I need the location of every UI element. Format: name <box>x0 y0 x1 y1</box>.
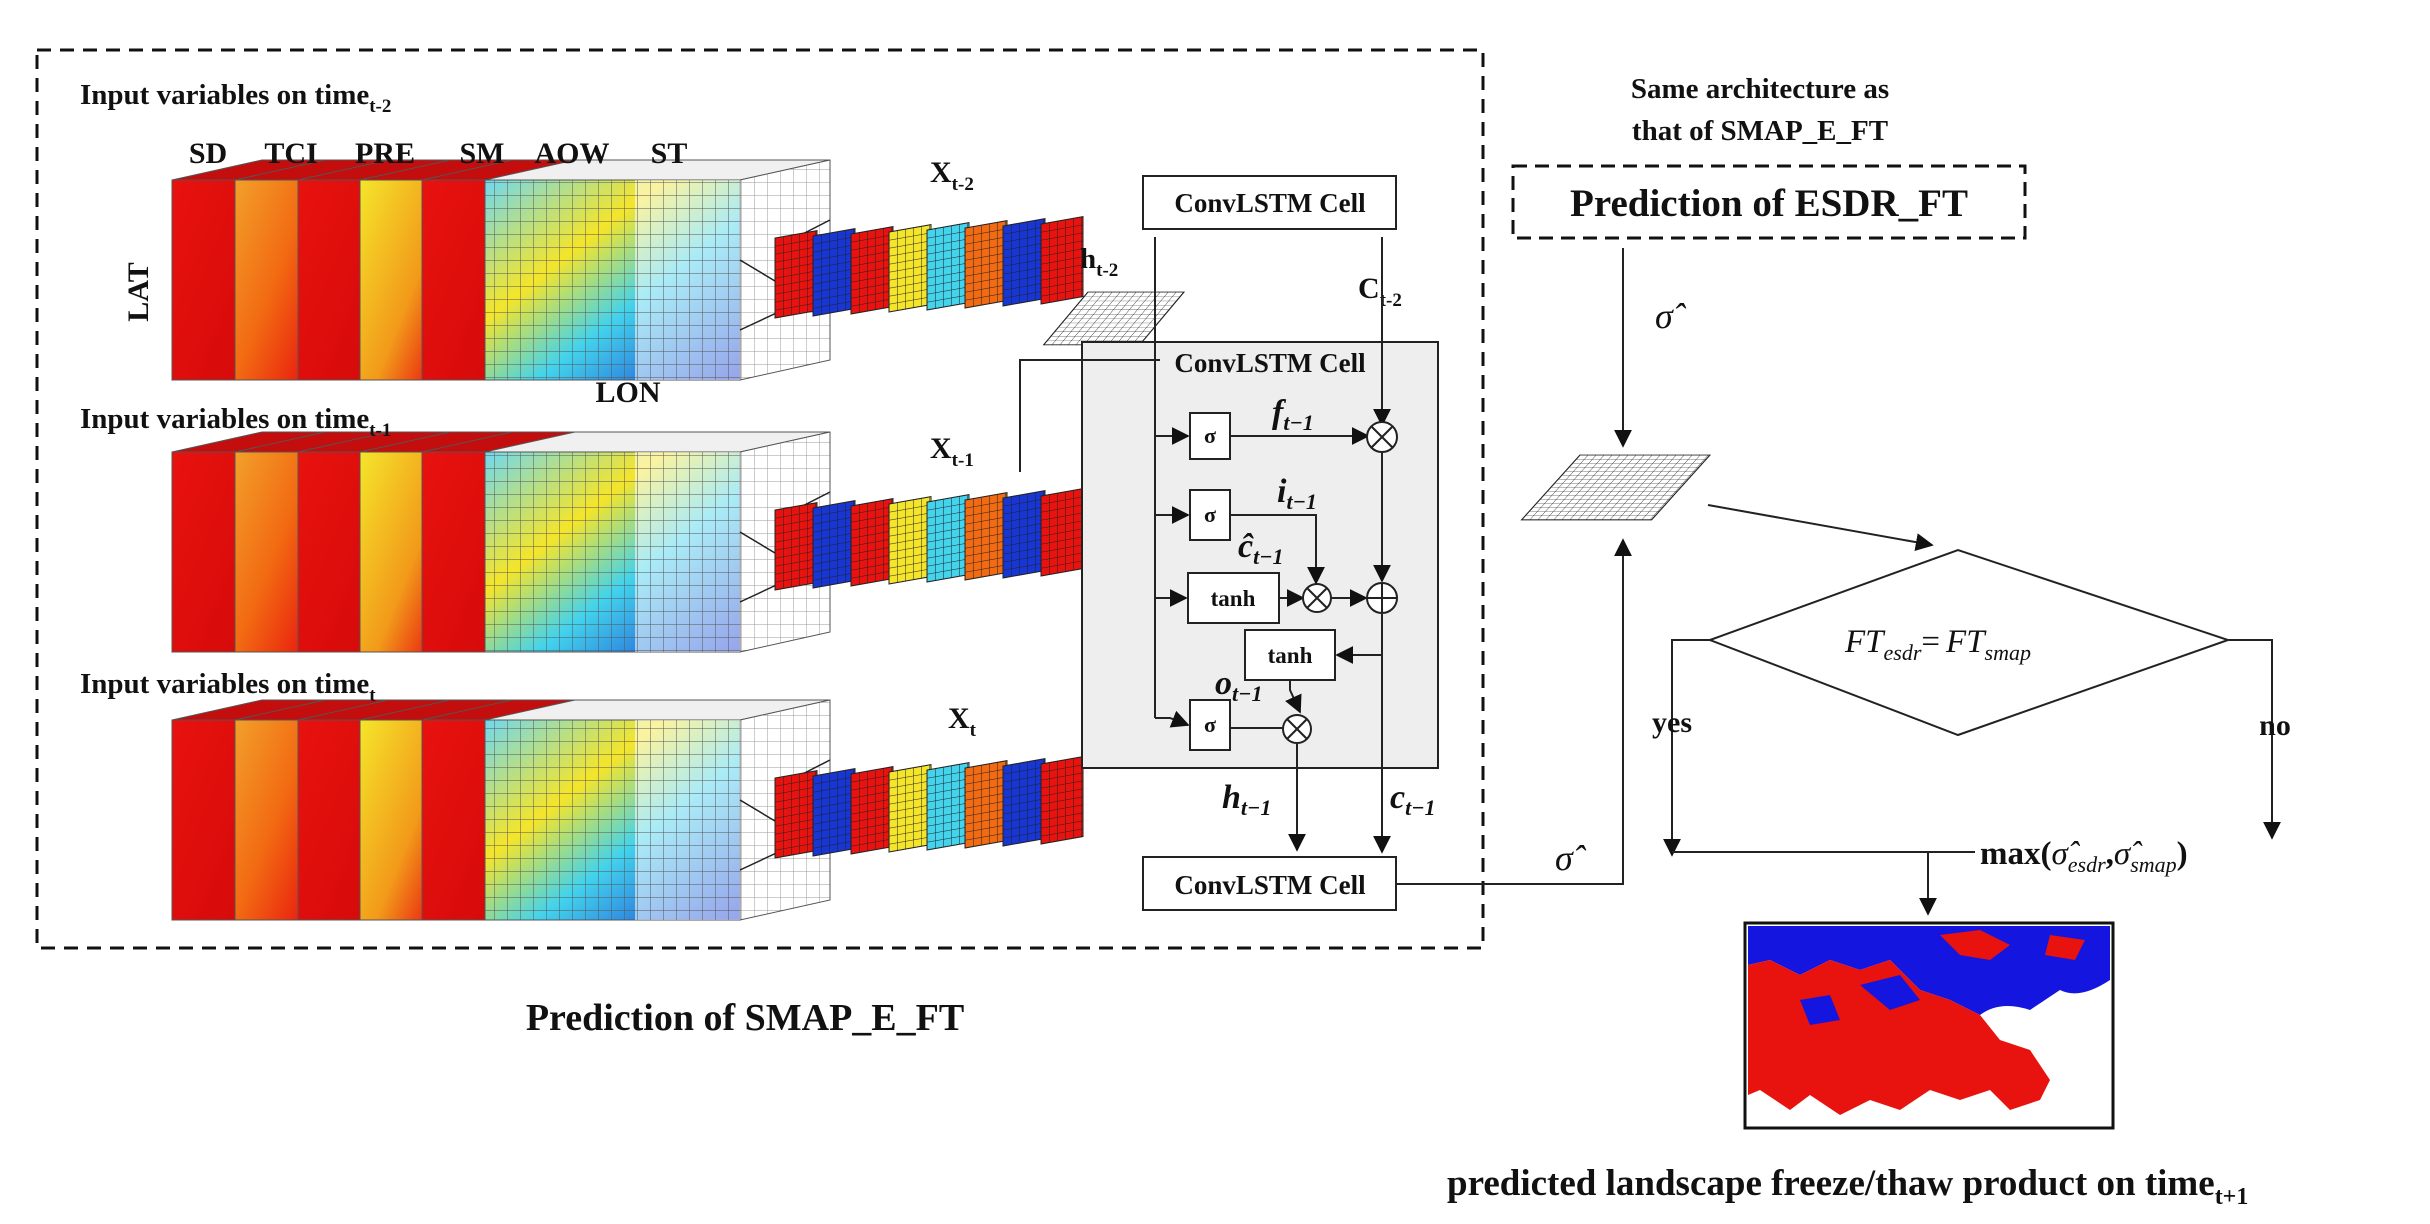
output-tanh-label: tanh <box>1268 643 1313 668</box>
candidate-tanh-label: tanh <box>1211 586 1256 611</box>
note-line-1: Same architecture as <box>1631 73 1889 105</box>
esdr-prediction-box <box>1511 164 2027 240</box>
bottom-convlstm-cell-label: ConvLSTM Cell <box>1174 870 1366 900</box>
output-tanh-box <box>1244 629 1336 681</box>
output-gate-sigma <box>1189 699 1231 751</box>
c-out-label: ct−1 <box>1390 779 1436 820</box>
x-label-t: Xt <box>948 702 977 741</box>
input-gate-sigma <box>1189 489 1231 541</box>
smap-caption: Prediction of SMAP_E_FT <box>526 997 964 1039</box>
yes-label: yes <box>1652 706 1692 739</box>
condition-text: FTesdr= FTsmap <box>1844 624 2031 665</box>
forget-gate-sigma <box>1189 412 1231 460</box>
h-in-label: ht-2 <box>1080 243 1118 281</box>
max-expression: max(σ̂esdr,σ̂smap) <box>1980 836 2188 877</box>
smap-prediction-dashed-box <box>35 48 1485 950</box>
hidden-state-grid <box>1042 291 1186 346</box>
sigma-hat-bottom: σ̂ <box>1555 838 1587 878</box>
middle-convlstm-cell-label: ConvLSTM Cell <box>1174 348 1366 378</box>
c-in-label: Ct-2 <box>1358 272 1402 311</box>
input-row-2 <box>171 699 1084 921</box>
bottom-convlstm-cell <box>1142 856 1397 911</box>
input-gate-sigma-label: σ <box>1204 502 1216 527</box>
input-rows <box>171 159 1084 921</box>
product-caption: predicted landscape freeze/thaw product … <box>1447 1163 2248 1210</box>
output-gate-label: ot−1 <box>1215 665 1262 706</box>
top-convlstm-cell-label: ConvLSTM Cell <box>1174 188 1366 218</box>
input-row-0 <box>171 159 1084 381</box>
note-line-2: that of SMAP_E_FT <box>1632 115 1888 147</box>
forget-gate-label: ft−1 <box>1272 394 1314 435</box>
esdr-prediction-label: Prediction of ESDR_FT <box>1570 182 1968 225</box>
var-label-sm: SM <box>460 137 505 170</box>
sigma-hat-top: σ̂ <box>1655 296 1687 336</box>
h-out-label: ht−1 <box>1222 779 1271 820</box>
input-gate-label: it−1 <box>1277 473 1317 514</box>
no-label: no <box>2259 709 2291 742</box>
input-row-1 <box>171 431 1084 653</box>
forget-gate-sigma-label: σ <box>1204 423 1216 448</box>
var-label-tci: TCI <box>264 137 317 170</box>
freeze-thaw-product-map <box>1743 921 2115 1130</box>
top-convlstm-cell <box>1142 175 1397 230</box>
candidate-label: ĉt−1 <box>1238 528 1284 569</box>
output-gate-sigma-label: σ <box>1204 712 1216 737</box>
row-title-t-minus-2: Input variables on timet-2 <box>80 79 391 117</box>
candidate-tanh-box <box>1187 572 1280 624</box>
fused-uncertainty-grid <box>1520 454 1712 521</box>
x-label-t-minus-2: Xt-2 <box>930 156 974 195</box>
var-label-pre: PRE <box>355 137 415 170</box>
var-label-sd: SD <box>189 137 227 170</box>
axis-lon-label: LON <box>595 376 660 409</box>
row-title-t: Input variables on timet <box>80 668 376 706</box>
var-label-aow: AOW <box>535 137 610 170</box>
variable-labels: SD TCI PRE SM AOW ST <box>189 137 688 170</box>
row-title-t-minus-1: Input variables on timet-1 <box>80 403 391 441</box>
var-label-st: ST <box>651 137 688 170</box>
axis-lat-label: LAT <box>122 262 155 321</box>
x-label-t-minus-1: Xt-1 <box>930 432 974 471</box>
